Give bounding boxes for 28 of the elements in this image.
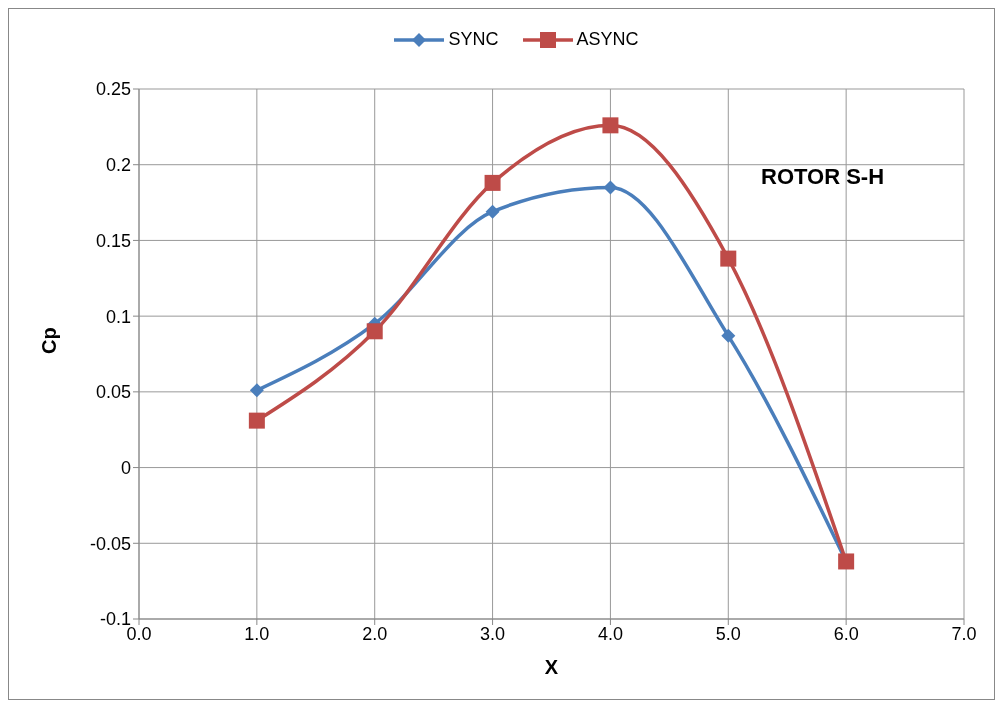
- x-tick-label: 4.0: [597, 623, 623, 644]
- point: [484, 174, 501, 191]
- x-tick-label: 7.0: [951, 623, 977, 644]
- point: [602, 117, 619, 134]
- y-tick-label: 0.15: [95, 230, 131, 251]
- x-tick-label: 3.0: [480, 623, 506, 644]
- y-tick-label: 0.2: [105, 155, 131, 176]
- x-tick-label: 1.0: [244, 623, 270, 644]
- annotation: ROTOR S-H: [761, 164, 885, 190]
- x-axis-title: X: [544, 656, 559, 678]
- point: [720, 250, 737, 267]
- y-tick-label: -0.05: [89, 533, 131, 554]
- y-tick-label: 0.05: [95, 382, 131, 403]
- y-tick-label: 0.1: [105, 306, 131, 327]
- point: [366, 323, 383, 340]
- point: [485, 204, 500, 219]
- x-tick-label: 6.0: [833, 623, 859, 644]
- y-axis-title: Cp: [38, 327, 61, 354]
- x-tick-label: 5.0: [715, 623, 741, 644]
- legend-label: ASYNC: [575, 29, 639, 50]
- y-tick-label: 0.25: [95, 79, 131, 100]
- point: [603, 180, 618, 195]
- y-tick-label: 0: [120, 457, 131, 478]
- point: [248, 412, 265, 429]
- legend-label: SYNC: [447, 29, 499, 50]
- point: [249, 383, 264, 398]
- point: [721, 328, 736, 343]
- x-tick-label: 2.0: [362, 623, 388, 644]
